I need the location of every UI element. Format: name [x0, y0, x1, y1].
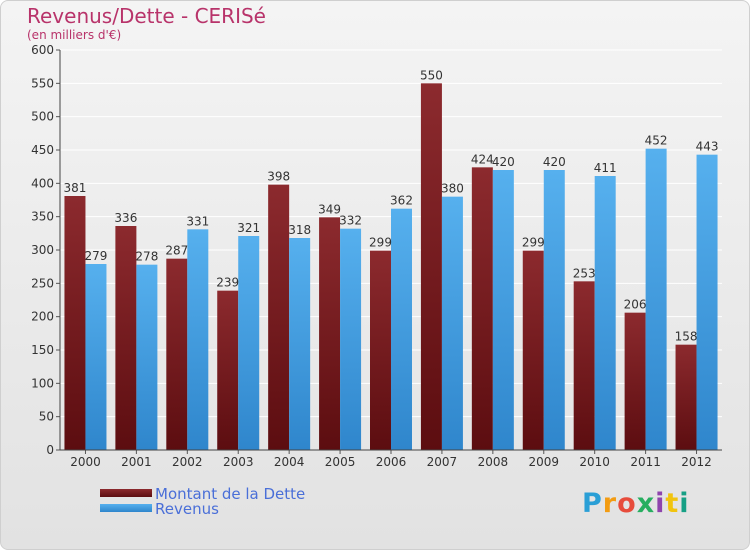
- x-tick-label-2002: 2002: [172, 455, 203, 469]
- value-label-dette-2007: 550: [420, 68, 443, 82]
- legend-label-revenus: Revenus: [155, 500, 219, 518]
- x-tick-label-2001: 2001: [121, 455, 152, 469]
- bar-dette-2007: [420, 83, 442, 450]
- bar-dette-2009: [522, 250, 544, 450]
- bar-revenus-2006: [391, 208, 412, 450]
- bars: [64, 83, 718, 451]
- y-tick-label: 500: [31, 110, 54, 124]
- value-label-revenus-2010: 411: [594, 161, 617, 175]
- chart-title: Revenus/Dette - CERISé: [27, 4, 266, 28]
- y-axis-ticks: 0 50 100 150 200 250 300 350 400 450 500 550 600: [31, 43, 60, 457]
- y-tick-label: 100: [31, 376, 54, 390]
- bar-revenus-2007: [441, 196, 463, 450]
- x-tick-label-2007: 2007: [427, 455, 458, 469]
- y-tick-label: 400: [31, 176, 54, 190]
- value-label-revenus-2004: 318: [288, 223, 311, 237]
- bar-revenus-2004: [289, 238, 311, 450]
- logo-letter: t: [665, 488, 680, 519]
- y-tick-label: 450: [31, 143, 54, 157]
- value-label-revenus-2011: 452: [645, 134, 668, 148]
- value-label-revenus-2012: 443: [696, 140, 719, 154]
- x-tick-label-2008: 2008: [478, 455, 509, 469]
- x-axis-ticks: 2000 2001 2002 2003 2004 2005 2006 2007 2008 2009…: [70, 450, 712, 469]
- x-tick-label-2011: 2011: [630, 455, 661, 469]
- y-tick-label: 250: [31, 276, 54, 290]
- y-tick-label: 150: [31, 343, 54, 357]
- bar-dette-2003: [217, 290, 239, 450]
- value-label-revenus-2009: 420: [543, 155, 566, 169]
- x-tick-label-2012: 2012: [681, 455, 712, 469]
- x-tick-label-2010: 2010: [579, 455, 610, 469]
- bar-revenus-2000: [85, 264, 107, 450]
- legend-swatch-dette: [100, 489, 152, 497]
- value-label-dette-2012: 158: [675, 330, 698, 344]
- x-tick-label-2005: 2005: [325, 455, 356, 469]
- value-label-dette-2008: 424: [471, 152, 494, 166]
- bar-dette-2006: [370, 250, 391, 450]
- bar-revenus-2002: [187, 229, 209, 450]
- logo-letter: r: [602, 488, 618, 519]
- value-label-revenus-2003: 321: [237, 221, 260, 235]
- value-label-dette-2011: 206: [624, 298, 647, 312]
- proxiti-logo: Proxiti: [582, 488, 690, 519]
- value-label-revenus-2000: 279: [85, 249, 108, 263]
- value-label-dette-2010: 253: [573, 266, 596, 280]
- axes: [59, 50, 722, 451]
- x-tick-label-2000: 2000: [70, 455, 101, 469]
- logo-letter: i: [655, 488, 666, 519]
- bar-dette-2000: [64, 196, 86, 450]
- bar-dette-2012: [675, 344, 697, 450]
- y-tick-label: 550: [31, 76, 54, 90]
- y-tick-label: 200: [31, 310, 54, 324]
- value-label-revenus-2008: 420: [492, 155, 515, 169]
- value-label-dette-2003: 239: [216, 276, 239, 290]
- legend-swatch-revenus: [100, 504, 152, 512]
- bar-dette-2010: [573, 281, 595, 450]
- value-label-revenus-2005: 332: [339, 214, 362, 228]
- value-label-revenus-2006: 362: [390, 194, 413, 208]
- bar-dette-2005: [319, 217, 341, 450]
- y-tick-label: 350: [31, 210, 54, 224]
- bar-dette-2008: [471, 167, 493, 451]
- bar-revenus-2010: [594, 176, 616, 450]
- bar-dette-2011: [624, 312, 646, 450]
- x-tick-label-2003: 2003: [223, 455, 254, 469]
- logo-letter: P: [582, 488, 603, 519]
- value-label-revenus-2002: 331: [186, 214, 209, 228]
- bar-revenus-2001: [136, 264, 158, 450]
- value-label-dette-2004: 398: [267, 170, 290, 184]
- bar-dette-2004: [268, 184, 290, 450]
- bar-revenus-2011: [645, 148, 667, 450]
- value-label-dette-2009: 299: [522, 236, 545, 250]
- value-label-dette-2002: 287: [165, 244, 188, 258]
- bar-revenus-2009: [543, 170, 565, 450]
- y-tick-label: 300: [31, 243, 54, 257]
- logo-letter: x: [636, 488, 656, 519]
- logo-letter: o: [617, 488, 637, 519]
- value-label-dette-2000: 381: [64, 181, 87, 195]
- bar-revenus-2012: [696, 154, 718, 450]
- x-tick-label-2009: 2009: [528, 455, 559, 469]
- bar-dette-2002: [166, 258, 188, 450]
- legend-label-dette: Montant de la Dette: [155, 485, 306, 503]
- x-tick-label-2006: 2006: [376, 455, 407, 469]
- y-tick-label: 50: [39, 410, 54, 424]
- value-label-revenus-2007: 380: [441, 182, 464, 196]
- x-tick-label-2004: 2004: [274, 455, 305, 469]
- bar-revenus-2005: [340, 228, 362, 450]
- y-tick-label: 0: [46, 443, 54, 457]
- y-tick-label: 600: [31, 43, 54, 57]
- value-label-dette-2001: 336: [114, 211, 137, 225]
- value-label-revenus-2001: 278: [135, 250, 158, 264]
- logo-letter: i: [679, 488, 690, 519]
- bar-dette-2001: [115, 226, 137, 450]
- value-label-dette-2005: 349: [318, 202, 341, 216]
- bar-revenus-2003: [238, 236, 260, 450]
- bar-revenus-2008: [492, 170, 514, 450]
- chart-subtitle: (en milliers d'€): [27, 28, 122, 42]
- value-label-dette-2006: 299: [369, 236, 392, 250]
